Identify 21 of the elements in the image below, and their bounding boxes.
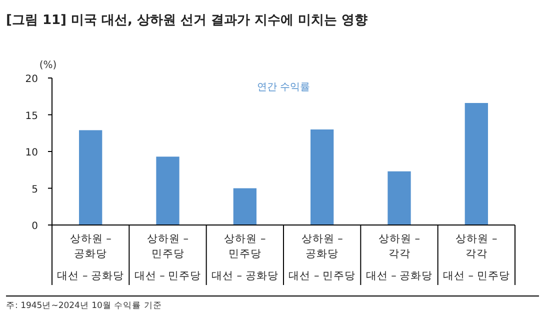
bar xyxy=(233,188,256,225)
y-tick-label: 0 xyxy=(32,221,38,232)
x-tick-label: 상하원 – 공화당 대선 – 공화당 xyxy=(57,233,124,282)
bar xyxy=(79,130,102,225)
x-tick-label: 상하원 – 민주당 대선 – 민주당 xyxy=(134,233,202,282)
x-tick-label: 상하원 – 민주당 대선 – 공화당 xyxy=(211,233,278,282)
y-tick-label: 20 xyxy=(25,74,38,85)
y-axis-title: (%) xyxy=(39,60,57,71)
x-tick-label: 상하원 – 공화당 대선 – 민주당 xyxy=(288,233,356,282)
y-tick-label: 5 xyxy=(32,184,38,196)
text: 주: 1945년~2024년 10월 수익률 기준 xyxy=(6,301,162,311)
bar xyxy=(388,171,411,225)
chart-title: [그림 11] 미국 대선, 상하원 선거 결과가 지수에 미치는 영향 xyxy=(6,13,368,28)
text: 연간 수익률 xyxy=(256,82,310,93)
y-tick-label: 15 xyxy=(25,110,38,122)
x-tick-label: 상하원 – 각각 대선 – 민주당 xyxy=(442,233,510,282)
x-tick-label: 상하원 – 각각 대선 – 공화당 xyxy=(366,233,433,282)
bar xyxy=(464,102,488,225)
bar xyxy=(156,156,180,225)
y-tick-label: 10 xyxy=(25,148,38,158)
bar xyxy=(310,129,334,225)
